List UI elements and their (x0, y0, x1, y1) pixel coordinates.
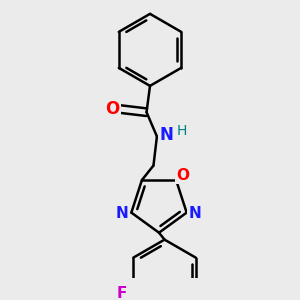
Text: O: O (176, 168, 189, 183)
Text: F: F (117, 286, 128, 300)
Text: H: H (177, 124, 187, 138)
Text: N: N (160, 126, 174, 144)
Text: N: N (116, 206, 129, 221)
Text: N: N (189, 206, 201, 221)
Text: O: O (106, 100, 120, 118)
